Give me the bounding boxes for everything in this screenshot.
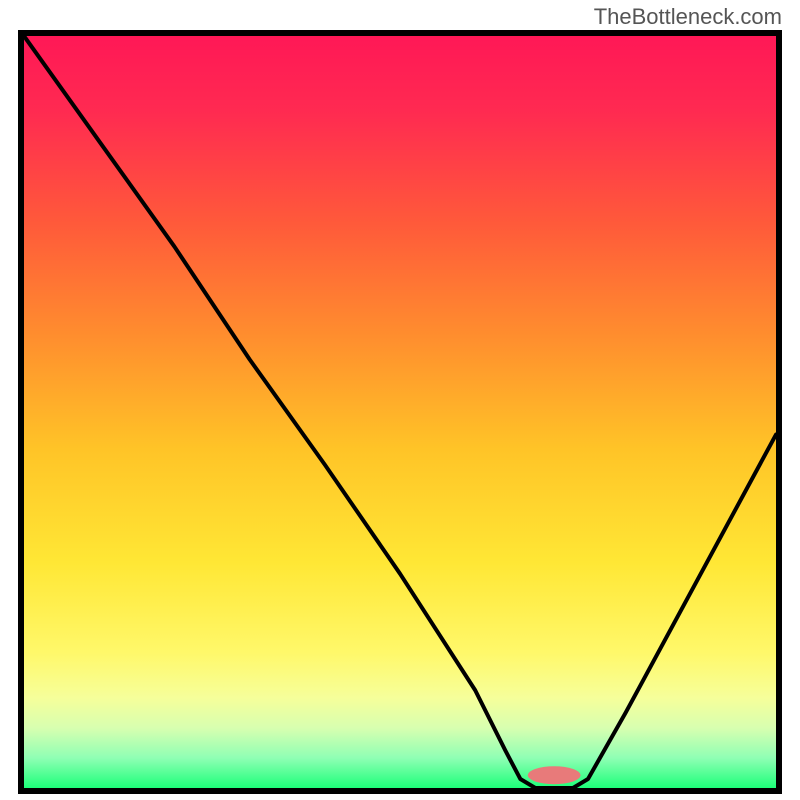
gradient-background <box>24 36 776 788</box>
source-label: TheBottleneck.com <box>594 4 782 30</box>
bottleneck-chart <box>0 0 800 800</box>
chart-canvas: TheBottleneck.com <box>0 0 800 800</box>
optimal-marker <box>528 766 581 784</box>
